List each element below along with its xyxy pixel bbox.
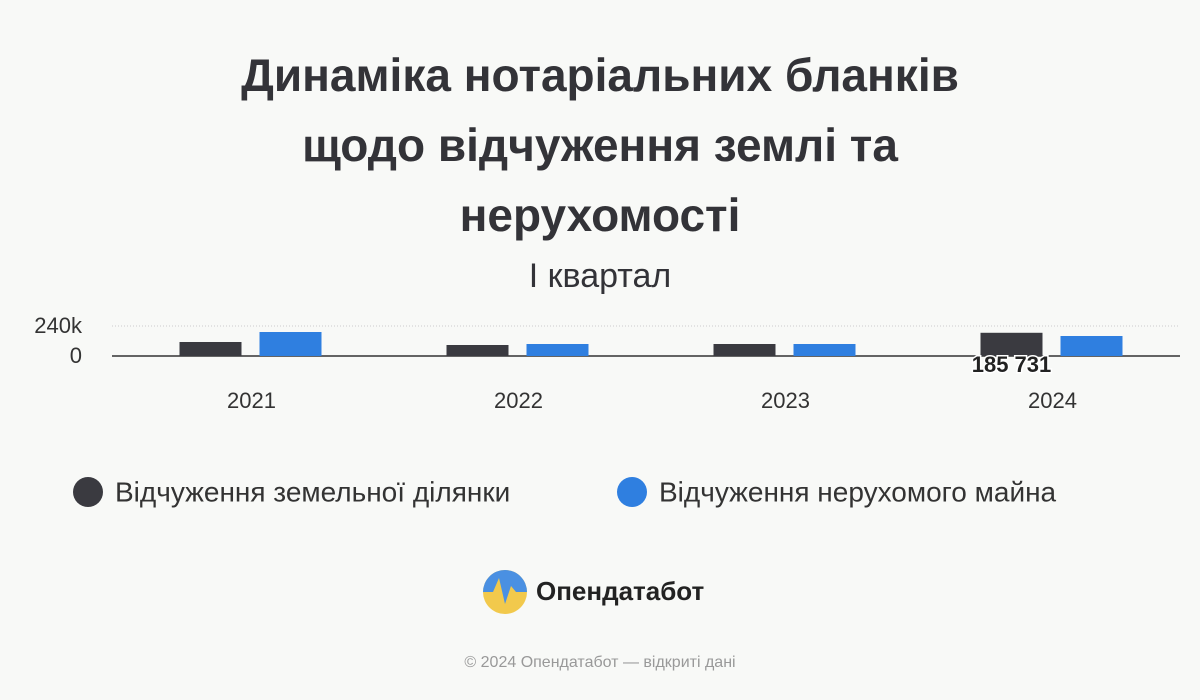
bar	[446, 345, 509, 356]
y-tick-label: 240k	[34, 313, 83, 338]
bar	[1060, 336, 1123, 356]
brand: Опендатабот	[536, 576, 705, 606]
x-tick-label: 2021	[227, 388, 276, 413]
x-tick-label: 2023	[761, 388, 810, 413]
bar	[980, 332, 1043, 356]
y-tick-label: 0	[70, 343, 82, 368]
footer: © 2024 Опендатабот — відкриті дані	[464, 654, 735, 671]
legend-swatch	[73, 477, 103, 507]
logo-icon-part	[483, 570, 527, 604]
bar	[179, 342, 242, 356]
bar	[526, 344, 589, 356]
bar	[259, 332, 322, 356]
legend-label: Відчуження нерухомого майна	[659, 476, 1057, 507]
bar	[793, 344, 856, 356]
legend-swatch	[617, 477, 647, 507]
x-tick-label: 2022	[494, 388, 543, 413]
chart-subtitle: I квартал	[528, 257, 672, 295]
bar	[713, 344, 776, 356]
x-tick-label: 2024	[1028, 388, 1077, 413]
chart-title: Динаміка нотаріальних бланків щодо відчу…	[241, 49, 959, 241]
data-label: 185 731	[972, 352, 1052, 377]
legend-label: Відчуження земельної ділянки	[115, 476, 510, 507]
